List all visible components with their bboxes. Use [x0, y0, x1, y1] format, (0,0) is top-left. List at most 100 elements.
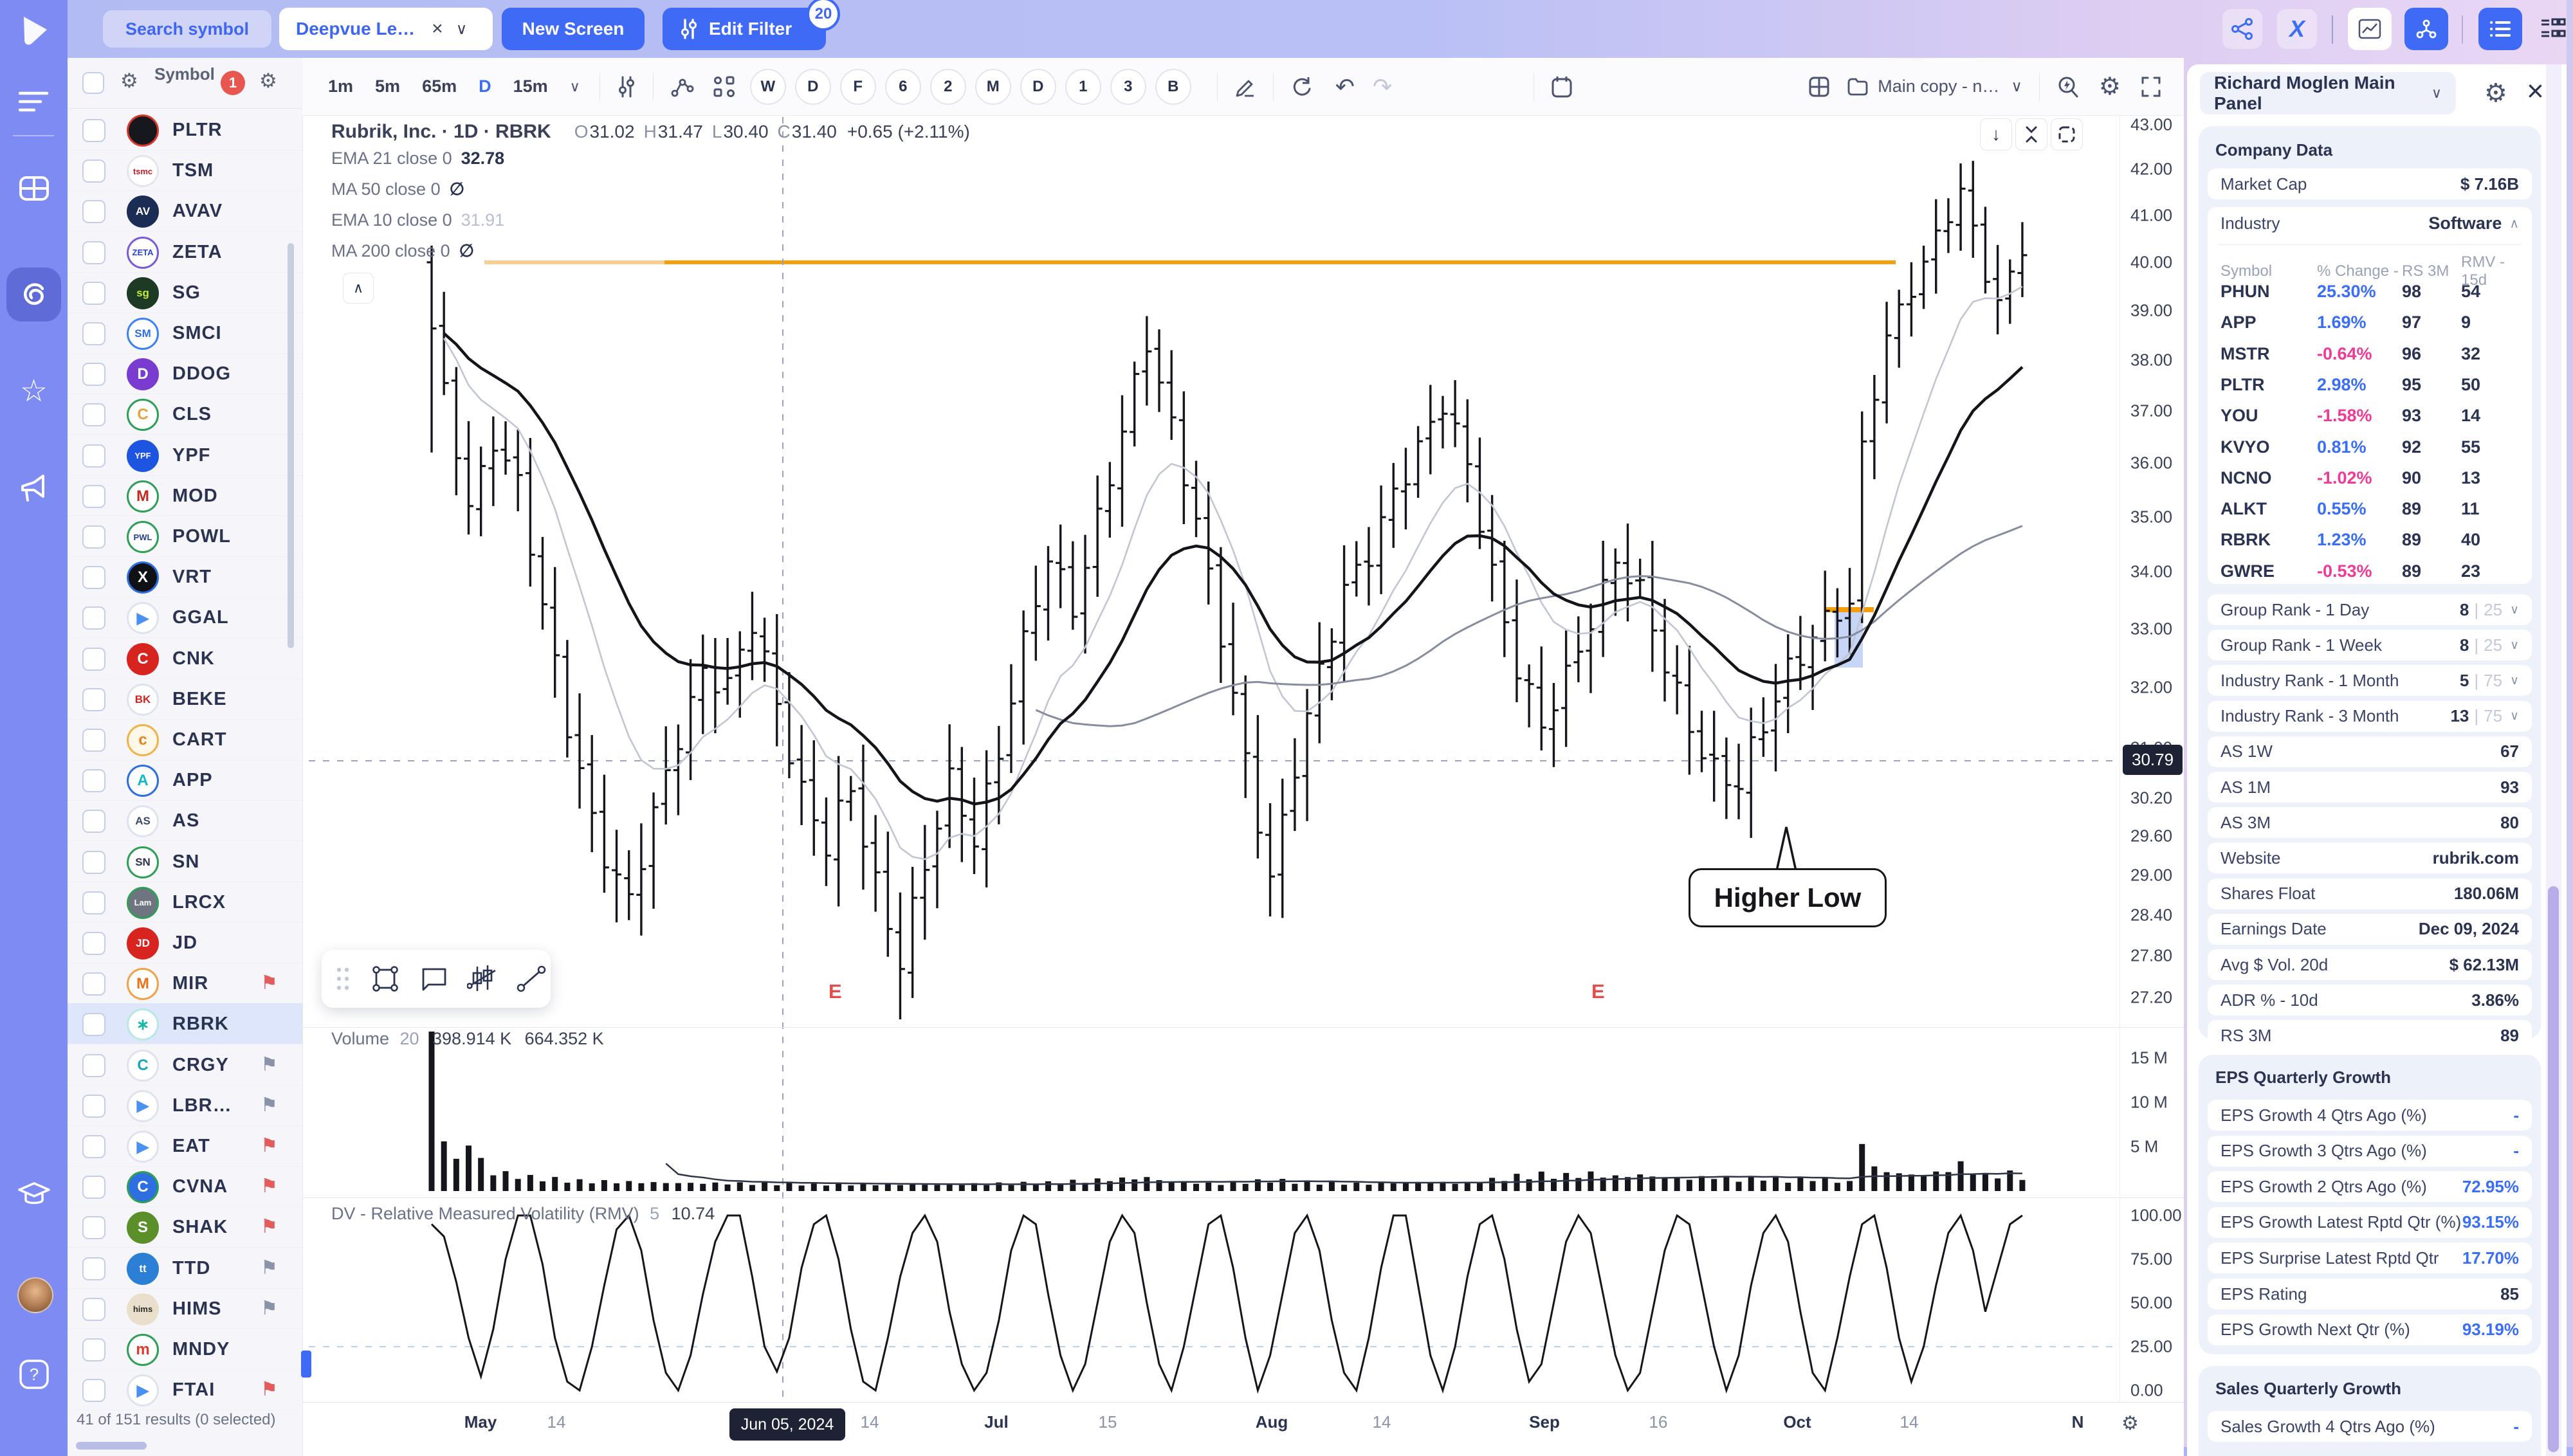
fullscreen-icon[interactable] [2140, 76, 2162, 98]
x-social-button[interactable]: X [2277, 9, 2317, 49]
column-header[interactable]: RS 3M [2402, 262, 2449, 280]
row-checkbox[interactable] [82, 525, 105, 549]
panel-selector[interactable]: Richard Moglen Main Panel ∨ [2200, 72, 2456, 114]
column-header[interactable]: Symbol [2220, 262, 2273, 280]
data-row[interactable]: Avg $ Vol. 20d $ 62.13M [2208, 949, 2532, 980]
expand-pane-button[interactable] [2051, 118, 2083, 150]
pane-separator[interactable] [302, 1027, 2184, 1028]
industry-table-row[interactable]: PLTR 2.98% 95 50 [2220, 375, 2519, 395]
column-header[interactable]: RMV - 15d [2461, 253, 2505, 289]
row-checkbox[interactable] [82, 1013, 105, 1037]
data-row[interactable]: AS 3M 80 [2208, 807, 2532, 839]
layout-grid-icon[interactable] [1808, 76, 1830, 98]
row-checkbox[interactable] [82, 647, 105, 671]
industry-table-row[interactable]: ALKT 0.55% 89 11 [2220, 499, 2519, 519]
redo-icon[interactable]: ↷ [1372, 73, 1393, 100]
period-button-63[interactable]: 6 [884, 68, 921, 105]
row-checkbox[interactable] [82, 891, 105, 915]
data-row[interactable]: Sales Growth 4 Qtrs Ago (%) - [2208, 1411, 2532, 1442]
edit-filter-button[interactable]: Edit Filter [663, 8, 826, 50]
industry-table-row[interactable]: PHUN 25.30% 98 54 [2220, 282, 2519, 302]
layout-grid-icon[interactable] [0, 172, 68, 205]
row-checkbox[interactable] [82, 810, 105, 833]
watchlist-row-crgy[interactable]: C CRGY ⚑ [68, 1044, 302, 1086]
watchlist-row-eat[interactable]: ▶ EAT ⚑ [68, 1125, 302, 1167]
data-row[interactable]: EPS Growth 2 Qtrs Ago (%) 72.95% [2208, 1171, 2532, 1203]
share-button[interactable] [2222, 9, 2262, 49]
indicator-row[interactable]: EMA 21 close 0 32.78 [331, 143, 970, 174]
period-button-W0[interactable]: W [749, 68, 786, 105]
horizontal-scrollbar[interactable] [76, 1442, 147, 1450]
screen-tab[interactable]: Deepvue Le… × ∨ [279, 8, 493, 50]
row-checkbox[interactable] [82, 1297, 105, 1321]
data-row[interactable]: Group Rank - 1 Day 8 | 25 ∨ [2208, 594, 2532, 625]
rectangle-tool-icon[interactable] [371, 964, 400, 994]
watchlist-row-mir[interactable]: M MIR ⚑ [68, 963, 302, 1005]
industry-table-row[interactable]: NCNO -1.02% 90 13 [2220, 468, 2519, 488]
watchlist-row-smci[interactable]: SM SMCI [68, 313, 302, 354]
row-checkbox[interactable] [82, 1053, 105, 1077]
drag-handle[interactable] [334, 965, 351, 992]
row-checkbox[interactable] [82, 363, 105, 387]
period-button-D1[interactable]: D [794, 68, 831, 105]
row-checkbox[interactable] [82, 1216, 105, 1240]
data-row[interactable]: AS 1M 93 [2208, 772, 2532, 803]
pane-separator[interactable] [302, 1197, 2184, 1198]
flag-icon[interactable]: ⚑ [261, 972, 278, 994]
watchlist-row-hims[interactable]: hims HIMS ⚑ [68, 1288, 302, 1329]
chevron-down-icon[interactable]: ∨ [2011, 78, 2022, 95]
avatar[interactable] [17, 1277, 53, 1313]
watchlist-row-ftai[interactable]: ▶ FTAI ⚑ [68, 1369, 302, 1411]
indicator-row[interactable]: MA 200 close 0 ∅ [331, 235, 970, 266]
menu-icon[interactable] [0, 90, 68, 113]
new-screen-button[interactable]: New Screen [502, 8, 645, 50]
period-button-F2[interactable]: F [839, 68, 876, 105]
timeframe-D[interactable]: D [479, 77, 491, 96]
indicator-row[interactable]: MA 50 close 0 ∅ [331, 174, 970, 205]
date-tick[interactable]: 15 [1098, 1412, 1117, 1432]
date-tick[interactable]: Jul [984, 1412, 1009, 1432]
watchlist-row-sn[interactable]: SN SN [68, 841, 302, 882]
gear-icon[interactable]: ⚙ [120, 69, 138, 92]
row-checkbox[interactable] [82, 729, 105, 752]
data-row[interactable]: EPS Growth Next Qtr (%) 93.19% [2208, 1314, 2532, 1345]
date-tick[interactable]: May [464, 1412, 497, 1432]
industry-table-row[interactable]: RBRK 1.23% 89 40 [2220, 530, 2519, 550]
data-row[interactable]: Website rubrik.com [2208, 842, 2532, 874]
row-checkbox[interactable] [82, 850, 105, 874]
row-checkbox[interactable] [82, 1176, 105, 1199]
watchlist-row-zeta[interactable]: ZETA ZETA [68, 232, 302, 273]
row-checkbox[interactable] [82, 119, 105, 142]
compare-icon[interactable] [670, 75, 695, 99]
period-button-24[interactable]: 2 [929, 68, 966, 105]
watchlist-row-cls[interactable]: C CLS [68, 394, 302, 435]
period-button-M5[interactable]: M [975, 68, 1011, 105]
period-button-B9[interactable]: B [1155, 68, 1191, 105]
panel-scrollbar-thumb[interactable] [2548, 886, 2559, 1452]
watchlist-row-sg[interactable]: sg SG [68, 272, 302, 313]
watchlist-row-powl[interactable]: PWL POWL [68, 516, 302, 557]
timeframe-5m[interactable]: 5m [375, 77, 401, 96]
flag-icon[interactable]: ⚑ [261, 1216, 278, 1238]
watchlist-row-ypf[interactable]: YPF YPF [68, 435, 302, 476]
flag-icon[interactable]: ⚑ [261, 1135, 278, 1156]
flag-icon[interactable]: ⚑ [261, 1379, 278, 1401]
row-checkbox[interactable] [82, 769, 105, 793]
chevron-down-icon[interactable]: ∨ [455, 20, 468, 38]
calendar-icon[interactable] [1551, 75, 1573, 98]
measure-tool-icon[interactable] [467, 964, 498, 994]
earnings-marker[interactable]: E [829, 980, 842, 1003]
watchlist-row-beke[interactable]: BK BEKE [68, 678, 302, 720]
row-checkbox[interactable] [82, 1135, 105, 1158]
watchlist-scrollbar[interactable] [288, 243, 294, 648]
indicator-settings-icon[interactable] [617, 76, 636, 98]
date-tick[interactable]: Aug [1255, 1412, 1288, 1432]
period-button-D6[interactable]: D [1020, 68, 1056, 105]
data-row[interactable]: EPS Growth Latest Rptd Qtr (%) 93.15% [2208, 1206, 2532, 1238]
education-icon[interactable] [0, 1181, 68, 1209]
data-row[interactable]: Earnings Date Dec 09, 2024 [2208, 913, 2532, 945]
chevron-down-icon[interactable]: ∨ [2510, 709, 2519, 723]
data-row[interactable]: ADR % - 10d 3.86% [2208, 985, 2532, 1016]
node-view-button[interactable] [2404, 8, 2448, 50]
download-chart-button[interactable]: ↓ [1980, 118, 2012, 150]
